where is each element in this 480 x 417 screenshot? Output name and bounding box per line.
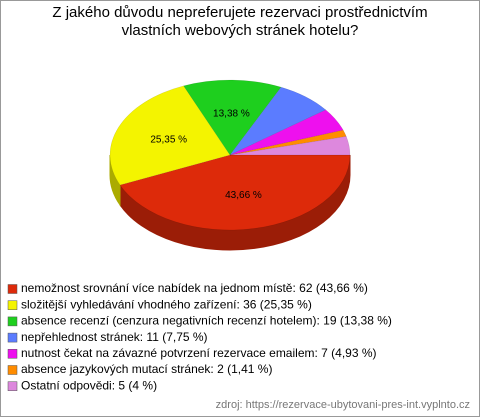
slice [119, 154, 351, 231]
legend-label: absence recenzí (cenzura negativních rec… [21, 314, 392, 328]
legend-swatch [7, 365, 18, 375]
legend-swatch [7, 284, 18, 294]
data-label: 43,66 % [225, 190, 262, 201]
title-box: Z jakého důvodu nepreferujete rezervaci … [52, 4, 428, 39]
legend-label: nepřehlednost stránek: 11 (7,75 %) [21, 330, 208, 344]
data-label: 13,38 % [213, 108, 250, 119]
slice [109, 85, 231, 186]
slice [229, 109, 344, 156]
legend-label: složitější vyhledávání vhodného zařízení… [21, 297, 312, 311]
data-label: 25,35 % [150, 134, 187, 145]
legend-label: absence jazykových mutací stránek: 2 (1,… [21, 362, 272, 376]
slice [183, 79, 282, 156]
legend-label: Ostatní odpovědi: 5 (4 %) [21, 378, 157, 392]
legend-swatch [7, 316, 18, 327]
slice [229, 129, 347, 156]
slice [229, 86, 327, 156]
chart-title: Z jakého důvodu nepreferujete rezervaci … [52, 4, 428, 39]
legend-swatch [7, 332, 18, 343]
source: zdroj: https://rezervace-ubytovani-pres-… [216, 399, 470, 411]
legend-swatch [7, 381, 18, 391]
slice [229, 136, 351, 156]
legend-swatch [7, 349, 18, 359]
legend-label: nutnost čekat na závazné potvrzení rezer… [21, 346, 377, 360]
legend-label: nemožnost srovnání více nabídek na jedno… [21, 281, 368, 295]
legend-swatch [7, 300, 18, 310]
